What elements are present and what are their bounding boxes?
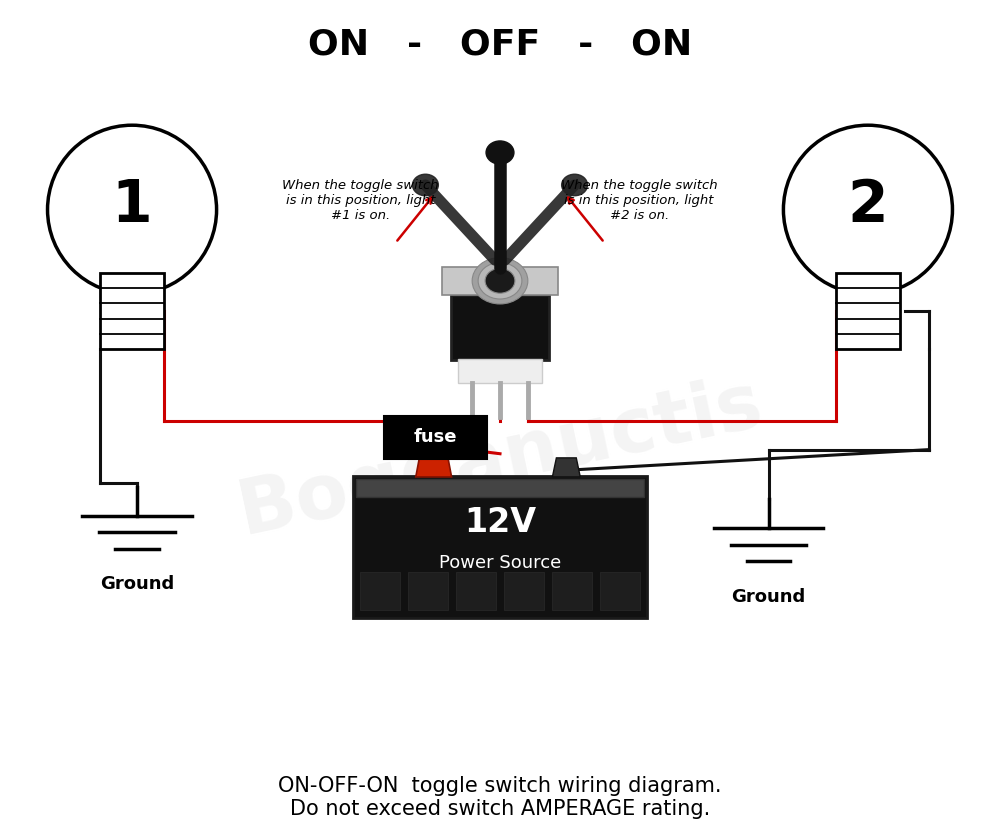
- FancyBboxPatch shape: [442, 267, 558, 295]
- Polygon shape: [416, 446, 452, 477]
- Text: 12V: 12V: [464, 506, 536, 539]
- FancyBboxPatch shape: [356, 478, 644, 496]
- Circle shape: [486, 141, 514, 164]
- FancyBboxPatch shape: [451, 295, 549, 360]
- Text: When the toggle switch
is in this position, light
#1 is on.: When the toggle switch is in this positi…: [282, 179, 439, 222]
- FancyBboxPatch shape: [456, 572, 496, 610]
- Circle shape: [478, 262, 522, 299]
- FancyBboxPatch shape: [552, 572, 592, 610]
- Text: Ground: Ground: [100, 576, 174, 593]
- FancyBboxPatch shape: [458, 358, 542, 383]
- FancyBboxPatch shape: [100, 273, 164, 349]
- FancyBboxPatch shape: [408, 572, 448, 610]
- Circle shape: [412, 174, 438, 196]
- Text: 2: 2: [848, 177, 888, 234]
- Circle shape: [485, 268, 515, 293]
- Text: Ground: Ground: [731, 588, 806, 606]
- Text: When the toggle switch
is in this position, light
#2 is on.: When the toggle switch is in this positi…: [561, 179, 718, 222]
- FancyBboxPatch shape: [360, 572, 400, 610]
- FancyBboxPatch shape: [504, 572, 544, 610]
- Text: Bogdanuctis: Bogdanuctis: [231, 366, 769, 550]
- FancyBboxPatch shape: [836, 273, 900, 349]
- Text: fuse: fuse: [414, 428, 457, 446]
- Text: 1: 1: [112, 177, 152, 234]
- Text: ON   -   OFF   -   ON: ON - OFF - ON: [308, 27, 692, 62]
- FancyBboxPatch shape: [353, 476, 647, 617]
- Circle shape: [562, 174, 588, 196]
- Text: Power Source: Power Source: [439, 554, 561, 572]
- Circle shape: [472, 257, 528, 304]
- Polygon shape: [552, 458, 580, 477]
- FancyBboxPatch shape: [600, 572, 640, 610]
- FancyBboxPatch shape: [384, 416, 487, 459]
- Text: ON-OFF-ON  toggle switch wiring diagram.
Do not exceed switch AMPERAGE rating.: ON-OFF-ON toggle switch wiring diagram. …: [278, 776, 722, 819]
